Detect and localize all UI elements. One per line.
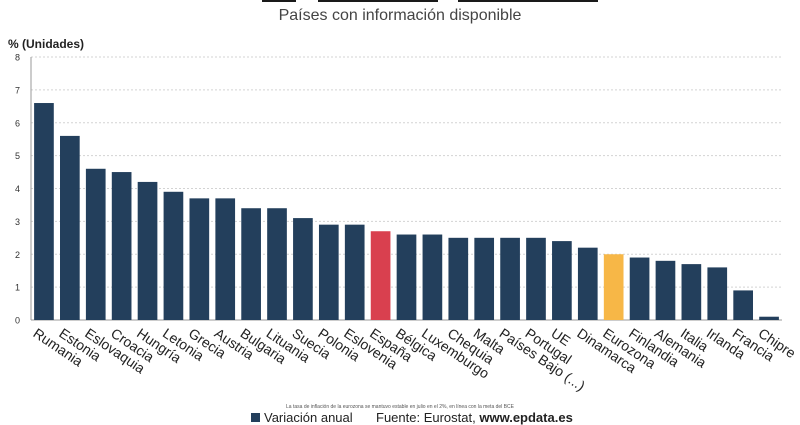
bar: [396, 234, 417, 320]
y-tick-label: 2: [15, 250, 20, 260]
bar: [189, 198, 210, 320]
chart-footnote: La tasa de inflación de la eurozona se m…: [286, 404, 514, 410]
bar: [111, 172, 132, 320]
bar: [707, 267, 728, 320]
y-axis-label: % (Unidades): [8, 37, 85, 51]
bar: [448, 237, 469, 320]
y-tick-label: 1: [15, 283, 20, 293]
bar: [241, 208, 261, 320]
y-tick-label: 8: [15, 53, 20, 63]
bar: [603, 254, 624, 320]
y-tick-label: 3: [15, 217, 20, 227]
bar: [163, 191, 184, 320]
legend-swatch: [251, 413, 260, 422]
legend-label: Variación anual: [264, 410, 353, 425]
legend: Variación anual: [251, 410, 353, 425]
source-prefix: Fuente: Eurostat: [376, 410, 473, 425]
bar: [215, 198, 236, 320]
bar: [60, 135, 80, 320]
title-fragment-1: [262, 0, 296, 2]
chart-footer: Variación anual Fuente: Eurostat, www.ep…: [0, 410, 800, 425]
y-tick-label: 5: [15, 151, 20, 161]
bar: [526, 237, 546, 320]
chart-subtitle: Países con información disponible: [278, 7, 522, 24]
bar: [34, 103, 54, 321]
source-site: www.epdata.es: [479, 410, 573, 425]
bar: [293, 218, 313, 320]
bar: [759, 316, 779, 320]
source-credit: Fuente: Eurostat, www.epdata.es: [376, 410, 573, 425]
bar: [681, 264, 702, 320]
y-tick-label: 6: [15, 118, 20, 128]
bar: [629, 257, 650, 320]
y-tick-label: 0: [15, 316, 20, 326]
bar: [344, 224, 365, 320]
bar: [267, 208, 287, 320]
title-fragment-3: [458, 0, 598, 2]
bar-chart: 012345678RumaniaEstoniaEslovaquiaCroacia…: [15, 53, 799, 394]
y-tick-label: 4: [15, 184, 20, 194]
bar: [552, 241, 572, 320]
bar: [733, 290, 753, 320]
bar: [370, 231, 391, 320]
bar: [655, 260, 676, 320]
bar: [500, 237, 520, 320]
bar: [318, 224, 339, 320]
bar: [577, 247, 598, 320]
title-fragment-2: [318, 0, 438, 2]
bar: [474, 237, 495, 320]
bar: [422, 234, 443, 320]
y-tick-label: 7: [15, 85, 20, 95]
bar: [85, 168, 106, 320]
bar: [137, 181, 158, 320]
